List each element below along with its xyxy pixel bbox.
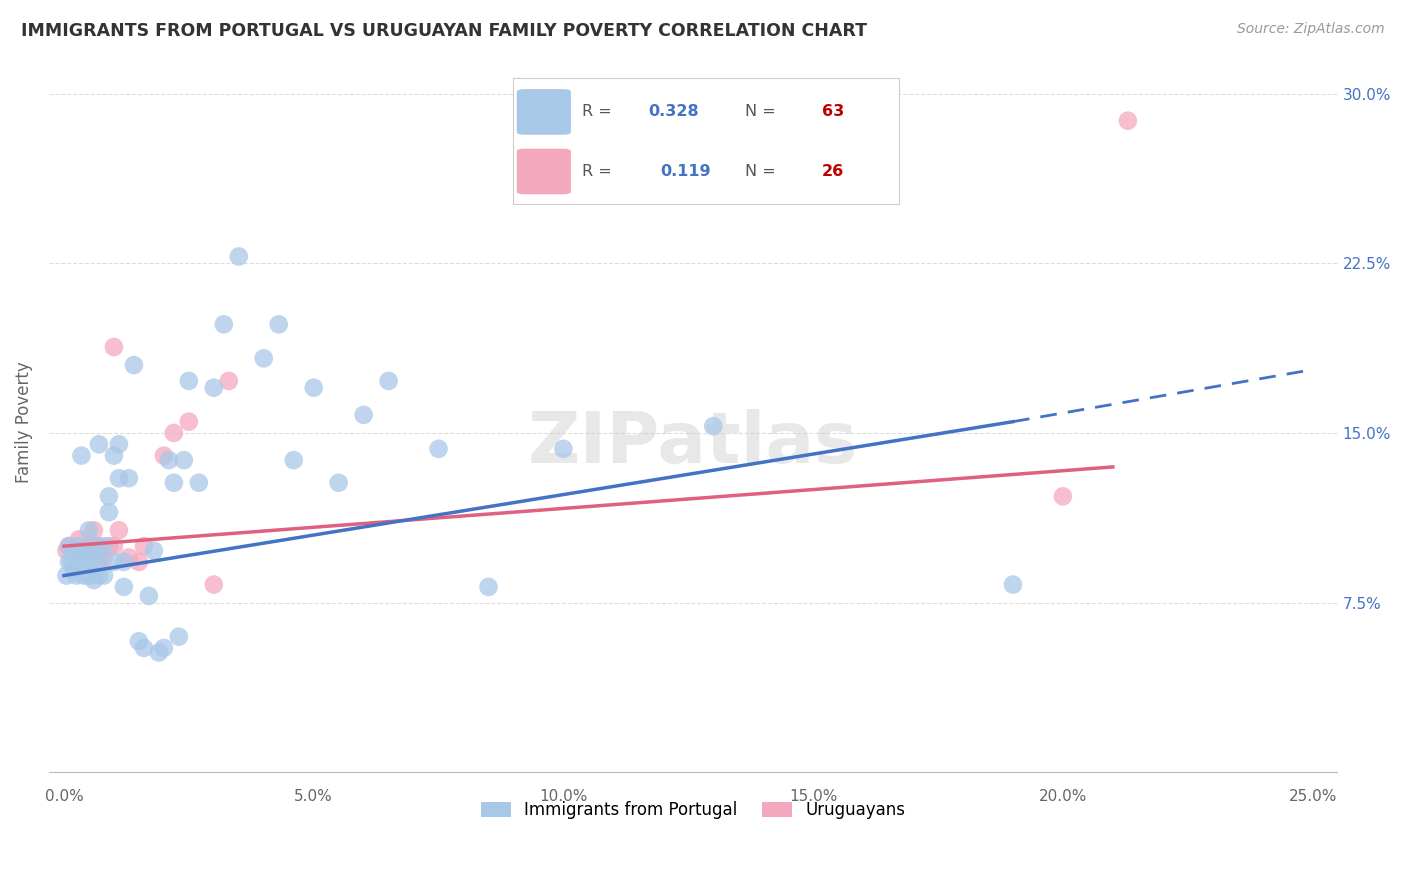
Point (253, 351, 276, 366)
Point (67, 543, 90, 558)
Point (103, 449, 125, 463)
Point (70, 449, 93, 463)
Point (103, 539, 125, 553)
Point (228, 250, 250, 264)
Point (83, 573, 105, 587)
Point (87, 555, 110, 569)
Point (477, 580, 499, 594)
Point (93, 539, 115, 553)
Point (73, 558, 96, 572)
Point (218, 374, 240, 388)
Point (63, 543, 86, 558)
Point (77, 568, 100, 582)
Point (112, 555, 135, 569)
Point (353, 408, 375, 422)
Point (1052, 489, 1074, 503)
Point (103, 555, 125, 569)
Point (58, 539, 80, 553)
Point (55, 568, 77, 582)
Point (202, 381, 225, 395)
Point (67, 539, 90, 553)
Point (177, 415, 200, 429)
Point (97, 505, 120, 519)
Point (83, 523, 105, 537)
Point (87, 539, 110, 553)
Legend: Immigrants from Portugal, Uruguayans: Immigrants from Portugal, Uruguayans (474, 795, 912, 826)
Point (87, 550, 110, 565)
Point (87, 437, 110, 451)
Point (58, 555, 80, 569)
Y-axis label: Family Poverty: Family Poverty (15, 360, 32, 483)
Point (73, 546, 96, 560)
Point (108, 471, 131, 485)
Point (75, 550, 97, 565)
Point (93, 550, 115, 565)
Point (112, 580, 135, 594)
Point (63, 562, 86, 576)
Point (118, 550, 141, 565)
Point (87, 568, 110, 582)
Text: IMMIGRANTS FROM PORTUGAL VS URUGUAYAN FAMILY POVERTY CORRELATION CHART: IMMIGRANTS FROM PORTUGAL VS URUGUAYAN FA… (21, 22, 868, 40)
Point (177, 374, 200, 388)
Point (128, 555, 150, 569)
Point (73, 568, 96, 582)
Point (67, 533, 90, 547)
Point (553, 442, 575, 456)
Point (83, 539, 105, 553)
Point (212, 318, 235, 332)
Point (148, 645, 170, 659)
Text: ZIPatlas: ZIPatlas (529, 409, 859, 478)
Point (118, 471, 141, 485)
Point (108, 523, 131, 537)
Point (157, 453, 180, 467)
Point (67, 558, 90, 572)
Point (173, 453, 195, 467)
Point (83, 555, 105, 569)
Point (283, 453, 305, 467)
Point (163, 425, 186, 440)
Point (132, 539, 155, 553)
Point (60, 555, 83, 569)
Point (167, 630, 190, 644)
Point (142, 543, 165, 558)
Point (427, 442, 450, 456)
Point (202, 577, 225, 591)
Point (67, 550, 90, 565)
Point (108, 437, 131, 451)
Point (153, 640, 176, 655)
Point (377, 374, 399, 388)
Point (83, 543, 105, 558)
Point (132, 640, 155, 655)
Point (73, 543, 96, 558)
Point (77, 558, 100, 572)
Point (187, 475, 209, 490)
Point (65, 568, 87, 582)
Point (55, 543, 77, 558)
Point (77, 523, 100, 537)
Point (128, 634, 150, 648)
Point (77, 539, 100, 553)
Point (267, 318, 290, 332)
Point (1116, 113, 1139, 128)
Point (97, 489, 120, 503)
Point (163, 475, 186, 490)
Point (153, 449, 176, 463)
Text: Source: ZipAtlas.com: Source: ZipAtlas.com (1237, 22, 1385, 37)
Point (97, 539, 120, 553)
Point (328, 475, 350, 490)
Point (58, 539, 80, 553)
Point (103, 340, 125, 354)
Point (1001, 577, 1024, 591)
Point (302, 381, 325, 395)
Point (63, 543, 86, 558)
Point (702, 419, 724, 434)
Point (138, 589, 160, 603)
Point (122, 358, 145, 372)
Point (93, 568, 115, 582)
